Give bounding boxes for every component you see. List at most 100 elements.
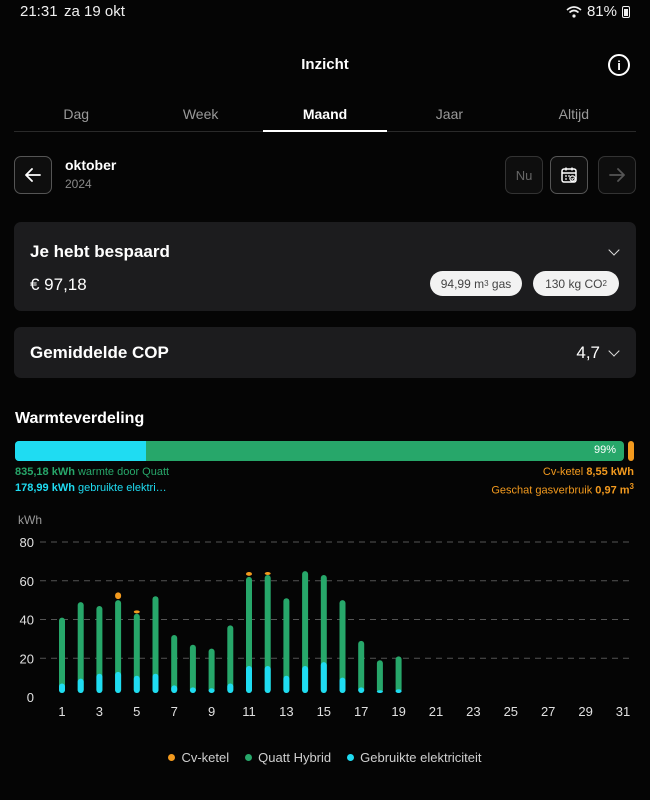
bar-electricity <box>395 689 402 693</box>
quatt-heat-label: warmte door Quatt <box>77 466 170 478</box>
electricity-kwh: 178,99 kWh <box>15 482 75 494</box>
gas-usage-sup: 3 <box>629 482 634 491</box>
legend-electricity-dot <box>347 754 355 761</box>
co2-saved-value: 130 <box>545 276 566 291</box>
tab-altijd[interactable]: Altijd <box>558 106 589 122</box>
bar-cv-ketel <box>115 592 122 600</box>
calendar-button[interactable] <box>550 156 588 194</box>
bar-electricity <box>208 688 215 693</box>
gas-saved-unit-sup: 3 <box>484 279 489 288</box>
tab-jaar[interactable]: Jaar <box>435 106 464 122</box>
bar-electricity <box>320 662 327 693</box>
x-tick-label: 27 <box>541 704 555 719</box>
x-tick-label: 9 <box>208 704 215 719</box>
y-tick-label: 20 <box>20 651 34 666</box>
arrow-right-icon <box>609 168 625 182</box>
co2-saved-unit: kg CO <box>568 276 603 291</box>
chevron-down-icon[interactable] <box>608 244 620 256</box>
cv-label: Cv-ketel <box>542 466 584 478</box>
period-tabs: Dag Week Maand Jaar Altijd <box>14 96 636 132</box>
legend-cv-label: Cv-ketel <box>181 750 230 765</box>
distribution-cv-segment <box>628 441 634 461</box>
chart-legend: Cv-ketel Quatt Hybrid Gebruikte elektric… <box>0 750 650 765</box>
x-tick-label: 7 <box>171 704 178 719</box>
status-bar: 21:31 za 19 okt 81% <box>0 0 650 26</box>
bar-electricity <box>171 685 178 693</box>
x-tick-label: 13 <box>279 704 293 719</box>
period-navigation: oktober 2024 Nu <box>14 156 636 196</box>
distribution-electricity-segment <box>15 441 146 461</box>
gas-saved-label: gas <box>491 276 512 291</box>
info-icon[interactable]: i <box>608 54 630 76</box>
cv-kwh: 8,55 kWh <box>586 466 634 478</box>
bar-electricity <box>152 673 159 693</box>
gas-saved-unit: m <box>474 276 485 291</box>
arrow-left-icon <box>25 168 41 182</box>
bar-cv-ketel <box>264 572 271 575</box>
bar-electricity <box>227 683 234 693</box>
x-tick-label: 23 <box>466 704 480 719</box>
legend-quatt-dot <box>245 754 253 761</box>
x-tick-label: 29 <box>578 704 592 719</box>
bar-electricity <box>339 677 346 693</box>
distribution-title: Warmteverdeling <box>15 410 145 427</box>
legend-quatt[interactable]: Quatt Hybrid <box>245 750 331 765</box>
distribution-bar: 99% <box>15 441 624 461</box>
gas-usage-summary: Geschat gasverbruik 0,97 m3 <box>491 482 634 497</box>
bar-quatt-hybrid <box>189 644 196 693</box>
x-tick-label: 21 <box>429 704 443 719</box>
y-tick-label: 0 <box>27 690 34 705</box>
status-date: za 19 okt <box>64 3 125 20</box>
previous-period-button[interactable] <box>14 156 52 194</box>
tab-week[interactable]: Week <box>182 106 219 122</box>
y-tick-label: 60 <box>20 574 34 589</box>
bar-quatt-hybrid <box>59 617 65 693</box>
chevron-down-icon[interactable] <box>608 345 620 357</box>
bar-quatt-hybrid <box>264 574 271 693</box>
bar-electricity <box>59 683 65 693</box>
cop-card[interactable]: Gemiddelde COP 4,7 <box>14 327 636 378</box>
y-tick-label: 80 <box>20 535 34 550</box>
period-year: 2024 <box>65 177 92 191</box>
x-tick-label: 11 <box>242 704 256 719</box>
bar-electricity <box>283 675 290 693</box>
quatt-heat-summary: 835,18 kWh warmte door Quatt <box>15 466 169 478</box>
bar-quatt-hybrid <box>283 598 290 693</box>
legend-electricity[interactable]: Gebruikte elektriciteit <box>347 750 482 765</box>
y-tick-label: 40 <box>20 613 34 628</box>
legend-cv-dot <box>168 754 176 761</box>
bar-quatt-hybrid <box>339 600 346 693</box>
bar-electricity <box>77 678 84 693</box>
bar-electricity <box>246 666 252 693</box>
x-tick-label: 3 <box>96 704 103 719</box>
bar-quatt-hybrid <box>302 571 309 693</box>
now-button[interactable]: Nu <box>505 156 543 194</box>
co2-saved-unit-sub: 2 <box>602 279 607 288</box>
tab-maand[interactable]: Maand <box>262 96 388 132</box>
x-tick-label: 31 <box>616 704 630 719</box>
bar-quatt-hybrid <box>227 625 234 693</box>
legend-electricity-label: Gebruikte elektriciteit <box>360 750 482 765</box>
wifi-icon <box>566 5 582 18</box>
tab-dag[interactable]: Dag <box>63 106 90 122</box>
bar-quatt-hybrid <box>171 635 178 693</box>
gas-usage-value: 0,97 m <box>595 484 630 497</box>
bar-quatt-hybrid <box>77 602 84 693</box>
distribution-percent: 99% <box>593 444 616 456</box>
bar-quatt-hybrid <box>133 613 140 693</box>
savings-amount: € 97,18 <box>30 275 87 294</box>
savings-title: Je hebt bespaard <box>30 242 170 261</box>
calendar-icon <box>561 167 577 183</box>
bar-cv-ketel <box>246 572 252 576</box>
x-tick-label: 5 <box>133 704 140 719</box>
electricity-summary: 178,99 kWh gebruikte elektri… <box>15 482 167 494</box>
quatt-heat-kwh: 835,18 kWh <box>15 466 75 478</box>
next-period-button[interactable] <box>598 156 636 194</box>
page-title: Inzicht <box>301 56 349 73</box>
cop-value: 4,7 <box>576 343 600 362</box>
bar-electricity <box>115 671 122 693</box>
bar-quatt-hybrid <box>395 656 402 693</box>
legend-cv[interactable]: Cv-ketel <box>168 750 229 765</box>
bar-cv-ketel <box>133 610 140 614</box>
